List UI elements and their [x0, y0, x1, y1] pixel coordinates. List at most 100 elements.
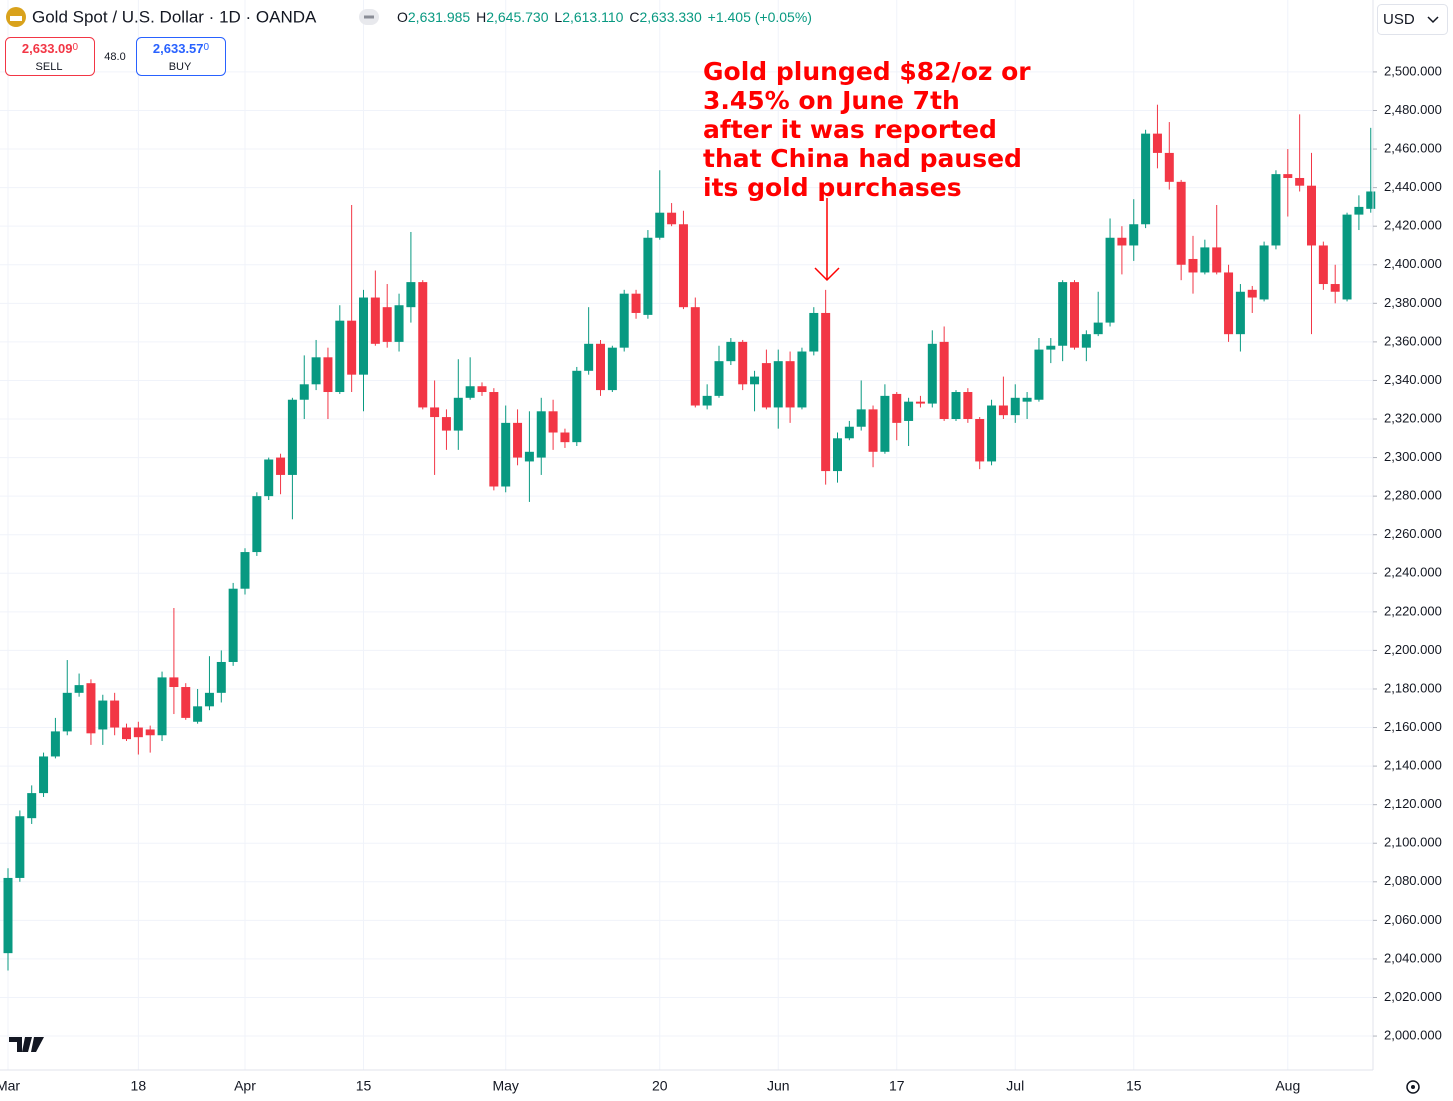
y-tick-label: 2,480.000: [1384, 102, 1442, 117]
candle-body: [145, 729, 155, 736]
y-tick-label: 2,060.000: [1384, 912, 1442, 927]
candle-body: [382, 307, 392, 342]
candle-body: [311, 357, 321, 385]
ohlc-label: L: [554, 9, 562, 25]
candle-body: [157, 677, 167, 736]
candle-body: [524, 451, 534, 462]
currency-button[interactable]: [1377, 4, 1448, 35]
candle-body: [441, 417, 451, 431]
x-tick-label: 20: [652, 1078, 668, 1094]
candle-body: [1295, 177, 1305, 186]
candle-body: [643, 237, 653, 315]
ohlc-label: C: [629, 9, 639, 25]
candle-body: [1129, 224, 1139, 246]
candle-body: [1070, 282, 1079, 348]
candle-body: [1034, 349, 1044, 400]
candle-body: [773, 361, 783, 408]
symbol-title: Gold Spot / U.S. Dollar · 1D · OANDA: [32, 7, 317, 26]
candle-body: [513, 422, 523, 458]
currency: USD: [1383, 11, 1415, 28]
candle-body: [323, 357, 333, 393]
y-tick-label: 2,020.000: [1384, 989, 1442, 1004]
sell-price: 2,633.09: [22, 41, 73, 56]
candle-body: [1259, 245, 1269, 300]
candle-body: [797, 351, 807, 408]
candle-body: [1105, 237, 1115, 323]
y-tick-label: 2,220.000: [1384, 603, 1442, 618]
y-tick-label: 2,500.000: [1384, 63, 1442, 78]
x-tick-label: Apr: [234, 1078, 256, 1094]
annotation-line: its gold purchases: [703, 173, 962, 202]
ohlc-value: 2,631.985: [408, 9, 470, 25]
candle-body: [584, 343, 594, 371]
sell-price-group: 2,633.090: [22, 41, 79, 56]
ohlc-value: 2,613.110: [562, 9, 623, 25]
candle-body: [216, 661, 226, 693]
x-tick-label: Jun: [767, 1078, 790, 1094]
candle-body: [1271, 174, 1281, 246]
x-tick-label: 15: [356, 1078, 372, 1094]
x-tick-label: 15: [1126, 1078, 1142, 1094]
candle-body: [181, 687, 191, 718]
sell-button[interactable]: [5, 37, 95, 76]
candle-body: [276, 457, 286, 475]
buy-digit: 0: [204, 42, 210, 53]
ohlc-value: 2,633.330: [639, 9, 701, 25]
candle-body: [927, 343, 937, 404]
candle-body: [86, 683, 96, 734]
candle-body: [631, 293, 641, 313]
candle-body: [1224, 272, 1234, 335]
candle-body: [596, 343, 605, 391]
buy-button[interactable]: [136, 37, 226, 76]
candle-body: [856, 409, 866, 427]
spread: 48.0: [104, 51, 125, 63]
candle-body: [951, 392, 961, 420]
annotation-line: that China had paused: [703, 144, 1022, 173]
y-tick-label: 2,180.000: [1384, 680, 1442, 695]
candles: [3, 104, 1376, 971]
y-tick-label: 2,280.000: [1384, 488, 1442, 503]
y-tick-label: 2,300.000: [1384, 449, 1442, 464]
candle-body: [892, 393, 902, 423]
candle-body: [430, 407, 440, 418]
y-tick-label: 2,380.000: [1384, 295, 1442, 310]
ohlc-label: O: [397, 9, 408, 25]
candle-body: [560, 432, 570, 443]
candle-body: [915, 401, 925, 404]
candle-body: [1200, 247, 1210, 273]
x-tick-label: 17: [889, 1078, 905, 1094]
candle-body: [1354, 206, 1364, 215]
candle-body: [1010, 397, 1020, 416]
candle-body: [1152, 133, 1162, 153]
candle-body: [868, 409, 878, 452]
status-dash: [364, 15, 374, 19]
x-tick-label: Jul: [1006, 1078, 1024, 1094]
y-tick-label: 2,400.000: [1384, 256, 1442, 271]
candle-body: [607, 347, 617, 391]
annotation-arrowhead: [814, 267, 840, 282]
candle-body: [690, 307, 700, 406]
candle-body: [299, 384, 309, 400]
candle-body: [678, 224, 688, 308]
sell-digit: 0: [73, 42, 79, 53]
annotation: Gold plunged $82/oz or3.45% on June 7tha…: [703, 57, 1031, 202]
candle-body: [809, 312, 819, 352]
candle-body: [74, 685, 84, 693]
candle-body: [62, 692, 72, 732]
ohlc-change: +1.405 (+0.05%): [708, 9, 812, 25]
candle-body: [702, 395, 712, 406]
candle-body: [1093, 322, 1103, 335]
candle-body: [39, 756, 49, 794]
sell-label: SELL: [36, 61, 63, 73]
candle-body: [750, 376, 760, 385]
settings-icon[interactable]: [1406, 1080, 1420, 1094]
candle-body: [726, 341, 736, 362]
candle-body: [1164, 152, 1174, 182]
candle-body: [655, 212, 665, 238]
candle-body: [489, 392, 499, 487]
y-tick-label: 2,440.000: [1384, 179, 1442, 194]
y-tick-label: 2,460.000: [1384, 140, 1442, 155]
candle-body: [110, 700, 120, 728]
candle-body: [501, 422, 511, 487]
candle-body: [536, 411, 546, 458]
